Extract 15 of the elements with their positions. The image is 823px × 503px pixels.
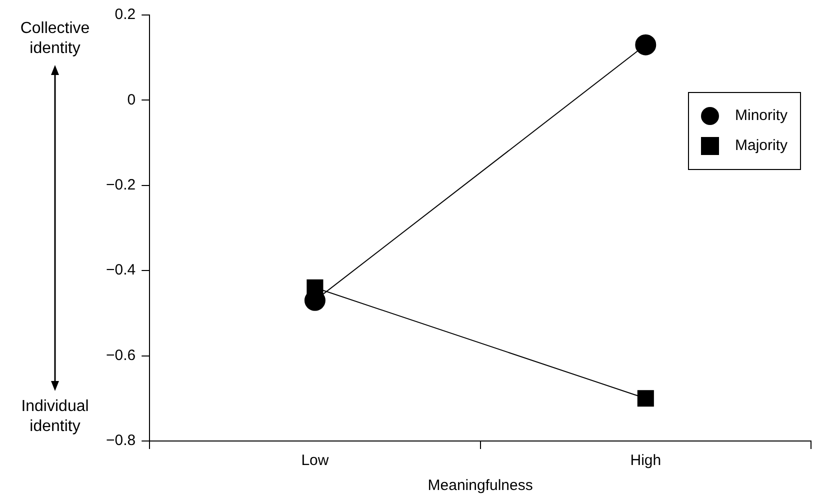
y-tick-label: 0 xyxy=(127,91,136,108)
y-tick-label: 0.2 xyxy=(114,6,136,24)
legend-label: Minority xyxy=(735,107,788,124)
legend-label: Majority xyxy=(735,137,788,154)
y-tick-label: −0.2 xyxy=(106,176,136,194)
x-axis-title: Meaningfulness xyxy=(428,477,533,494)
text: Collective identity xyxy=(19,19,91,59)
text: Individual identity xyxy=(21,398,89,435)
x-tick-label: Low xyxy=(301,452,329,470)
point xyxy=(637,390,654,407)
y-tick-label: −0.4 xyxy=(106,262,136,279)
y-tick-label: −0.8 xyxy=(106,432,136,450)
point xyxy=(635,34,656,56)
y-tick-label: −0.6 xyxy=(106,346,136,364)
x-tick-label: High xyxy=(630,452,662,470)
